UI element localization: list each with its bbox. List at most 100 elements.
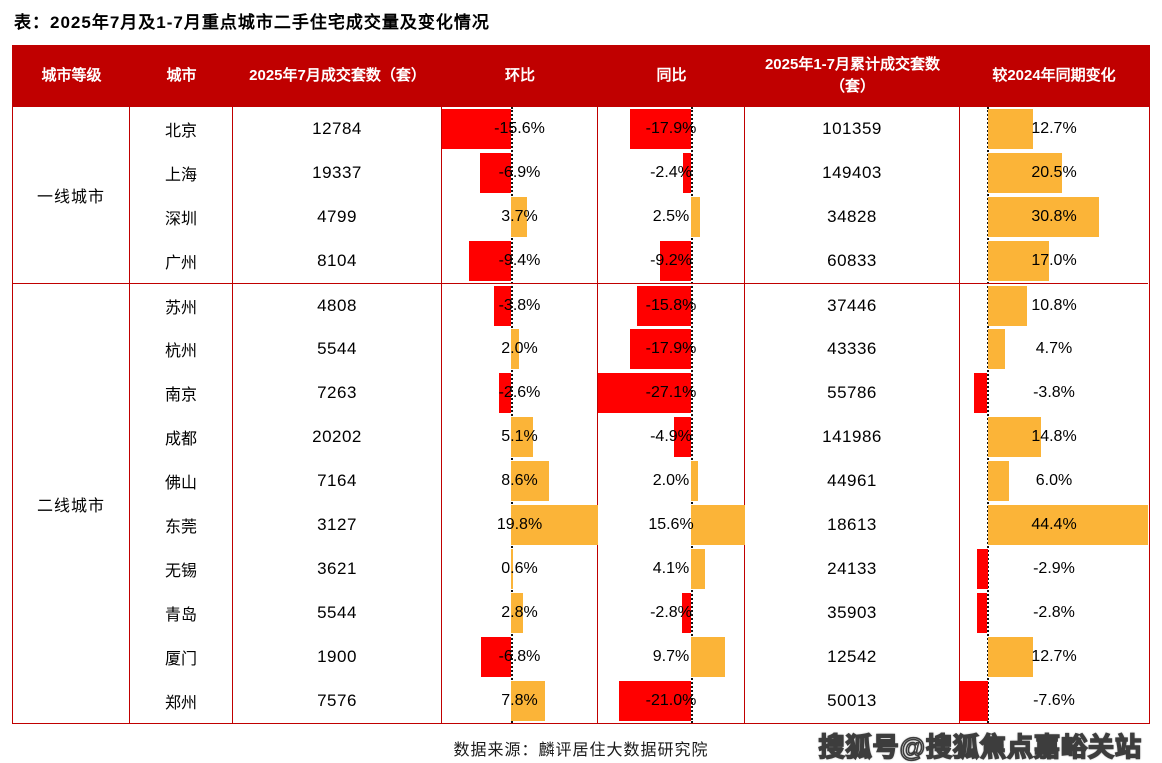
cum-change-cell: -2.8% (960, 591, 1148, 635)
table-title: 表：2025年7月及1-7月重点城市二手住宅成交量及变化情况 (14, 13, 490, 32)
column-header-1: 城市 (166, 67, 197, 85)
cum-units-cell: 60833 (745, 239, 960, 283)
mom-bar (510, 197, 527, 237)
mom-cell: 2.0% (442, 327, 598, 371)
yoy-cell: 2.0% (598, 459, 745, 503)
mom-value: -9.4% (498, 252, 541, 269)
yoy-bar (619, 681, 692, 721)
mom-value: 2.0% (501, 340, 538, 357)
mom-bar (510, 417, 534, 457)
cum-change-value: 17.0% (1031, 252, 1077, 269)
cum-change-bar (987, 329, 1005, 369)
yoy-bar (691, 505, 745, 545)
mom-bar (480, 153, 511, 193)
yoy-value: -9.2% (650, 252, 692, 269)
yoy-bar (659, 241, 692, 281)
yoy-value: 2.5% (652, 208, 690, 225)
yoy-bar (691, 637, 725, 677)
mom-bar (494, 286, 511, 326)
table-body: 一线城市 北京 12784 -15.6% -17.9% 101359 12.7% 上海 1933… (13, 107, 1149, 723)
mom-bar (480, 637, 511, 677)
mom-cell: 0.6% (442, 547, 598, 591)
city-cell: 南京 (130, 371, 233, 415)
yoy-value: -4.9% (650, 428, 692, 445)
mom-value: -3.8% (498, 296, 541, 314)
jul-units-cell: 7576 (233, 679, 442, 723)
mom-cell: -3.8% (442, 283, 598, 327)
mom-value: -15.6% (494, 120, 545, 137)
mom-value: 5.1% (501, 428, 538, 445)
cum-change-bar (977, 593, 988, 633)
yoy-value: 4.1% (652, 560, 690, 577)
jul-units-cell: 4808 (233, 283, 442, 327)
watermark-text: 搜狐号@搜狐焦点嘉峪关站 (818, 731, 1142, 763)
cum-change-bar (977, 549, 988, 589)
mom-value: 7.8% (501, 692, 538, 709)
city-cell: 佛山 (130, 459, 233, 503)
yoy-bar (683, 153, 692, 193)
yoy-value: 15.6% (648, 516, 694, 533)
yoy-bar (691, 461, 699, 501)
cum-change-value: -2.8% (1033, 604, 1075, 621)
cum-units-cell: 149403 (745, 151, 960, 195)
city-cell: 东莞 (130, 503, 233, 547)
mom-bar (499, 373, 511, 413)
column-header-2: 2025年7月成交套数（套） (249, 67, 426, 85)
cum-change-value: 10.8% (1031, 296, 1077, 314)
yoy-cell: -17.9% (598, 327, 745, 371)
cum-change-bar (987, 153, 1062, 193)
cum-change-value: 12.7% (1031, 120, 1077, 137)
cum-change-value: 6.0% (1035, 472, 1073, 489)
mom-bar (442, 109, 511, 149)
cum-units-cell: 141986 (745, 415, 960, 459)
yoy-bar (691, 549, 706, 589)
city-cell: 无锡 (130, 547, 233, 591)
mom-value: 3.7% (501, 208, 538, 225)
cum-change-cell: -2.9% (960, 547, 1148, 591)
yoy-cell: -4.9% (598, 415, 745, 459)
mom-bar (510, 681, 546, 721)
cum-change-value: -3.8% (1033, 384, 1075, 401)
cum-units-cell: 35903 (745, 591, 960, 635)
cum-change-bar (987, 417, 1041, 457)
yoy-cell: -15.8% (598, 283, 745, 327)
yoy-cell: -17.9% (598, 107, 745, 151)
cum-change-cell: 30.8% (960, 195, 1148, 239)
city-cell: 北京 (130, 107, 233, 151)
yoy-cell: -2.4% (598, 151, 745, 195)
cum-units-cell: 55786 (745, 371, 960, 415)
city-cell: 广州 (130, 239, 233, 283)
yoy-value: -27.1% (645, 384, 697, 401)
jul-units-cell: 8104 (233, 239, 442, 283)
city-cell: 郑州 (130, 679, 233, 723)
city-cell: 苏州 (130, 283, 233, 327)
column-header-5: 2025年1-7月累计成交套数（套） (764, 56, 941, 95)
jul-units-cell: 1900 (233, 635, 442, 679)
yoy-bar (691, 197, 700, 237)
mom-bar (510, 329, 520, 369)
jul-units-cell: 3127 (233, 503, 442, 547)
city-cell: 深圳 (130, 195, 233, 239)
cum-units-cell: 12542 (745, 635, 960, 679)
cum-units-cell: 44961 (745, 459, 960, 503)
column-header-6: 较2024年同期变化 (992, 67, 1116, 85)
yoy-value: -15.8% (645, 296, 697, 314)
mom-cell: 2.8% (442, 591, 598, 635)
yoy-bar (598, 373, 692, 413)
yoy-bar (681, 593, 692, 633)
cum-change-value: 14.8% (1031, 428, 1077, 445)
cum-change-cell: 12.7% (960, 635, 1148, 679)
mom-cell: -2.6% (442, 371, 598, 415)
cum-change-cell: 12.7% (960, 107, 1148, 151)
cum-change-cell: 44.4% (960, 503, 1148, 547)
tier-cell: 一线城市 (13, 107, 130, 283)
yoy-value: 2.0% (652, 472, 690, 489)
cum-change-value: -2.9% (1033, 560, 1075, 577)
yoy-bar (629, 329, 692, 369)
mom-cell: 8.6% (442, 459, 598, 503)
data-source-note: 数据来源：麟评居住大数据研究院 (453, 742, 709, 759)
mom-zero-axis-line (510, 107, 513, 723)
mom-value: 0.6% (501, 560, 538, 577)
mom-cell: 7.8% (442, 679, 598, 723)
cum-change-cell: 6.0% (960, 459, 1148, 503)
